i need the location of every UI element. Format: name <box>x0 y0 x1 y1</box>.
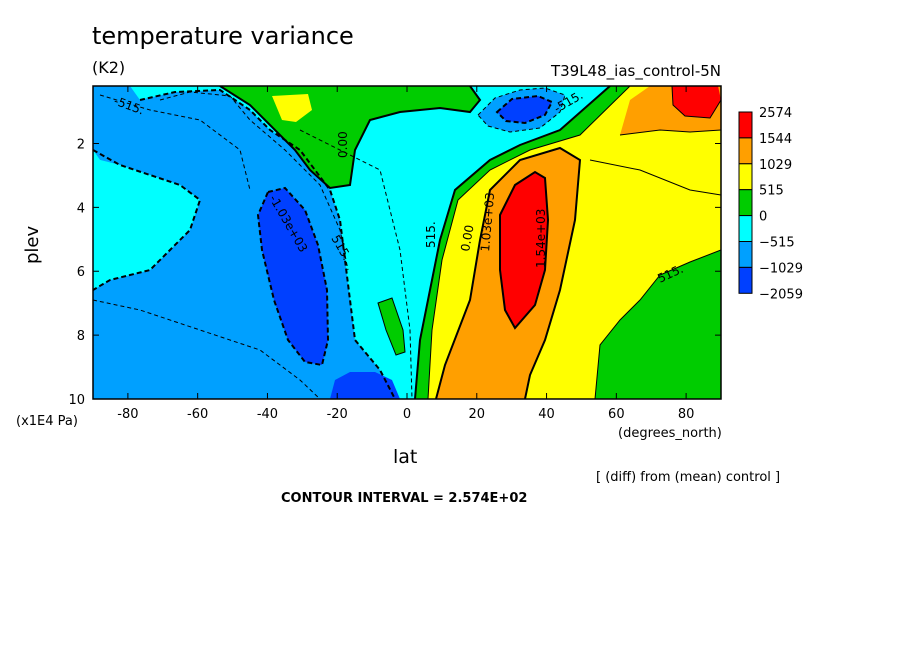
contour-line <box>159 91 349 271</box>
fill-level-0-515-southeast <box>595 250 721 399</box>
fill-level-neg2059-neg1029-top-inner <box>497 96 552 123</box>
contour-line <box>256 186 330 367</box>
x-tick-label: -80 <box>117 407 138 422</box>
colorbar-swatch <box>738 215 753 243</box>
colorbar-swatch <box>738 189 753 217</box>
contour-line <box>427 86 631 399</box>
colorbar-swatch <box>738 137 753 165</box>
x-tick-label: 20 <box>469 407 486 422</box>
fill-level-neg2059-neg1029-west <box>258 188 328 365</box>
contour-lines <box>93 86 721 399</box>
x-tick-label: -60 <box>187 407 208 422</box>
x-tick-label: 80 <box>678 407 695 422</box>
fill-level-1544-2574-core <box>500 172 548 328</box>
fill-level-neg515-0-pocket <box>93 150 200 290</box>
x-tick-label: 0 <box>403 407 411 422</box>
fill-level-0-515-spot <box>378 298 405 355</box>
colorbar-swatch <box>738 241 753 268</box>
colorbar-label: 1029 <box>759 158 792 173</box>
colorbar-swatch <box>738 266 753 294</box>
contour-line <box>477 87 566 133</box>
fill-level-515-1029-top-blob <box>272 94 312 122</box>
diff-note: [ (diff) from (mean) control ] <box>596 470 781 485</box>
fill-level-1544-2574-northeast <box>672 86 721 118</box>
chart-title: temperature variance <box>92 22 354 50</box>
contour-line <box>414 86 611 399</box>
contour-line <box>671 86 721 119</box>
contour-line <box>499 170 550 330</box>
contour-line <box>93 149 202 291</box>
colorbar-swatch <box>738 111 753 139</box>
contour-line <box>589 159 721 196</box>
chart-units: (K2) <box>92 58 126 77</box>
contour-label: 0.00 <box>336 131 350 158</box>
y-axis-units: (x1E4 Pa) <box>16 414 78 429</box>
y-axis: 2 4 6 8 10 <box>68 137 721 408</box>
colorbar-label: −1029 <box>759 261 803 276</box>
colorbar-label: 2574 <box>759 106 792 121</box>
contour-line <box>299 129 413 399</box>
fill-level-neg2059-neg1029-south <box>330 372 400 399</box>
colorbar-label: −515 <box>759 236 795 251</box>
x-tick-label: 40 <box>538 407 555 422</box>
colorbar-label: 515 <box>759 184 784 199</box>
contour-label: 1.03e+03 <box>478 192 497 252</box>
contour-line <box>495 94 554 125</box>
contour-line <box>93 299 321 399</box>
contour-label: 515. <box>424 221 438 248</box>
x-tick-label: -20 <box>327 407 348 422</box>
contour-fill-layer <box>93 86 721 399</box>
y-tick-label: 8 <box>77 329 85 344</box>
contour-line <box>139 88 396 399</box>
y-tick-label: 4 <box>77 201 85 216</box>
x-axis-units: (degrees_north) <box>618 426 722 441</box>
contour-line <box>435 146 582 399</box>
colorbar-swatch <box>738 163 753 191</box>
colorbar-label: 0 <box>759 210 767 225</box>
y-tick-label: 2 <box>77 137 85 152</box>
x-tick-label: 60 <box>608 407 625 422</box>
y-tick-label: 6 <box>77 265 85 280</box>
y-tick-label: 10 <box>68 393 85 408</box>
contour-label: 0.00 <box>458 224 476 253</box>
colorbar: 2574 1544 1029 515 0 −515 −1029 −2059 <box>738 106 803 302</box>
contour-label: 1.54e+03 <box>534 209 548 268</box>
x-axis-label: lat <box>393 446 418 468</box>
x-axis: -80 -60 -40 -20 0 20 40 60 80 <box>117 86 694 422</box>
colorbar-label: 1544 <box>759 132 792 147</box>
colorbar-label: −2059 <box>759 287 803 302</box>
contour-line <box>619 129 721 136</box>
contour-line <box>219 86 482 190</box>
contour-interval-text: CONTOUR INTERVAL = 2.574E+02 <box>281 491 528 506</box>
contour-line <box>594 249 721 399</box>
x-tick-label: -40 <box>257 407 278 422</box>
contour-line <box>377 297 406 356</box>
run-label: T39L48_ias_control-5N <box>550 62 721 80</box>
